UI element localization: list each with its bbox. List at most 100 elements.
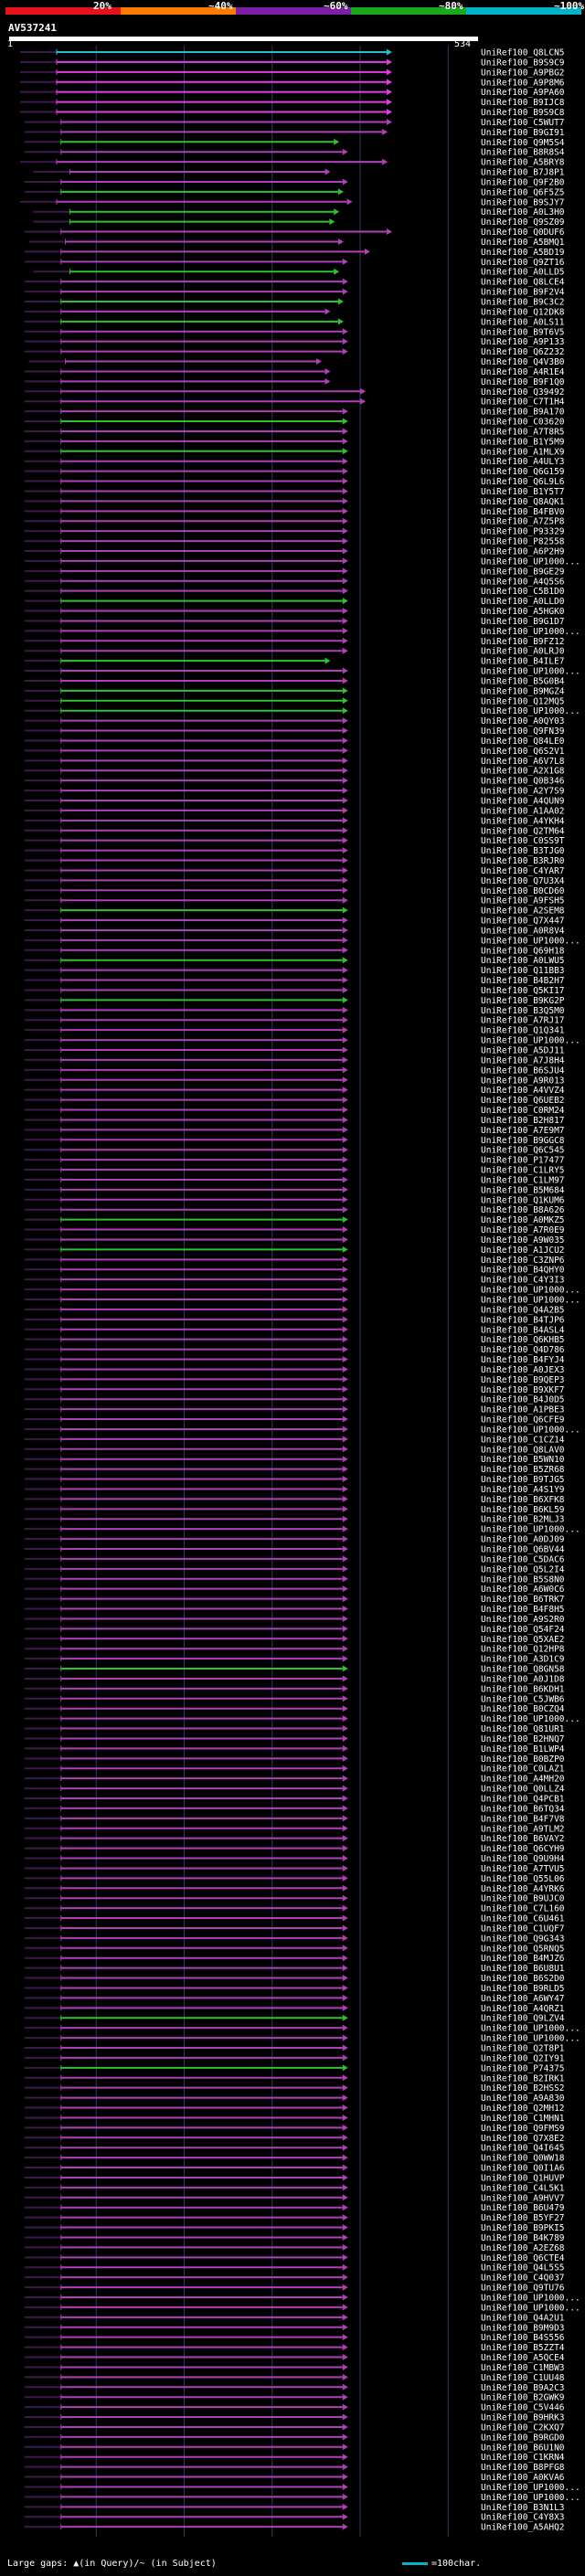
hit-label[interactable]: UniRef100_UP1000... <box>481 2034 580 2044</box>
hit-label[interactable]: UniRef100_B9S9C9 <box>481 58 565 68</box>
hit-label[interactable]: UniRef100_B2GWK9 <box>481 2393 565 2403</box>
hit-label[interactable]: UniRef100_B9GGC8 <box>481 1136 565 1146</box>
hit-label[interactable]: UniRef100_C4YAR7 <box>481 866 565 876</box>
hit-label[interactable]: UniRef100_UP1000... <box>481 2294 580 2304</box>
hit-label[interactable]: UniRef100_B4J0D5 <box>481 1395 565 1405</box>
hit-label[interactable]: UniRef100_B9A170 <box>481 408 565 418</box>
hit-label[interactable]: UniRef100_B5ZR68 <box>481 1465 565 1475</box>
hit-label[interactable]: UniRef100_A4VVZ4 <box>481 1086 565 1096</box>
hit-label[interactable]: UniRef100_Q0I1A6 <box>481 2164 565 2174</box>
hit-label[interactable]: UniRef100_Q6KHB5 <box>481 1335 565 1345</box>
hit-label[interactable]: UniRef100_Q5XAE2 <box>481 1635 565 1645</box>
hit-label[interactable]: UniRef100_Q12DK8 <box>481 307 565 317</box>
hit-label[interactable]: UniRef100_Q9G343 <box>481 1934 565 1944</box>
hit-label[interactable]: UniRef100_A9TLM2 <box>481 1824 565 1834</box>
hit-label[interactable]: UniRef100_C03620 <box>481 418 565 428</box>
hit-label[interactable]: UniRef100_B9MGZ4 <box>481 686 565 696</box>
hit-label[interactable]: UniRef100_C1LM97 <box>481 1175 565 1185</box>
hit-label[interactable]: UniRef100_A1PBE3 <box>481 1405 565 1415</box>
hit-label[interactable]: UniRef100_B4FYJ4 <box>481 1355 565 1365</box>
hit-label[interactable]: UniRef100_A4Q5S6 <box>481 577 565 587</box>
hit-label[interactable]: UniRef100_A1MLX9 <box>481 447 565 457</box>
hit-label[interactable]: UniRef100_B3TJG0 <box>481 846 565 856</box>
hit-label[interactable]: UniRef100_B9HRK3 <box>481 2413 565 2423</box>
hit-label[interactable]: UniRef100_C4Y3I3 <box>481 1276 565 1286</box>
hit-label[interactable]: UniRef100_UP1000... <box>481 2483 580 2493</box>
hit-label[interactable]: UniRef100_Q7X447 <box>481 917 565 927</box>
hit-label[interactable]: UniRef100_A9HVV7 <box>481 2193 565 2203</box>
hit-label[interactable]: UniRef100_C2KXQ7 <box>481 2422 565 2433</box>
hit-label[interactable]: UniRef100_B9TJG5 <box>481 1475 565 1485</box>
hit-label[interactable]: UniRef100_B2HSS2 <box>481 2083 565 2094</box>
hit-label[interactable]: UniRef100_B9XKF7 <box>481 1385 565 1395</box>
hit-label[interactable]: UniRef100_C4L5K1 <box>481 2183 565 2193</box>
hit-label[interactable]: UniRef100_Q0LLZ4 <box>481 1785 565 1795</box>
hit-label[interactable]: UniRef100_C7L160 <box>481 1904 565 1914</box>
hit-label[interactable]: UniRef100_Q6F5Z5 <box>481 187 565 197</box>
hit-label[interactable]: UniRef100_A5DJ11 <box>481 1046 565 1056</box>
hit-label[interactable]: UniRef100_A0J1D8 <box>481 1674 565 1684</box>
hit-label[interactable]: UniRef100_B6U479 <box>481 2203 565 2213</box>
hit-label[interactable]: UniRef100_Q6BV44 <box>481 1545 565 1555</box>
hit-label[interactable]: UniRef100_B6TRK7 <box>481 1595 565 1605</box>
hit-label[interactable]: UniRef100_B9UJC0 <box>481 1894 565 1904</box>
hit-label[interactable]: UniRef100_B6KL59 <box>481 1505 565 1515</box>
hit-label[interactable]: UniRef100_A4ULY3 <box>481 457 565 467</box>
hit-label[interactable]: UniRef100_Q7X8E2 <box>481 2134 565 2144</box>
hit-label[interactable]: UniRef100_C0SS9T <box>481 836 565 846</box>
hit-label[interactable]: UniRef100_UP1000... <box>481 1286 580 1296</box>
hit-label[interactable]: UniRef100_A9FSH5 <box>481 896 565 906</box>
hit-label[interactable]: UniRef100_Q8LCN5 <box>481 48 565 58</box>
hit-label[interactable]: UniRef100_C1LRY5 <box>481 1166 565 1176</box>
hit-label[interactable]: UniRef100_B9C3C2 <box>481 298 565 308</box>
hit-label[interactable]: UniRef100_Q2MH12 <box>481 2104 565 2114</box>
hit-label[interactable]: UniRef100_B9GE29 <box>481 567 565 577</box>
hit-label[interactable]: UniRef100_A5QCE4 <box>481 2353 565 2363</box>
hit-label[interactable]: UniRef100_B2MLJ3 <box>481 1515 565 1525</box>
hit-label[interactable]: UniRef100_Q4D786 <box>481 1345 565 1355</box>
hit-label[interactable]: UniRef100_Q1KUM6 <box>481 1195 565 1205</box>
hit-label[interactable]: UniRef100_Q2TM64 <box>481 826 565 836</box>
hit-label[interactable]: UniRef100_B4S556 <box>481 2333 565 2343</box>
hit-label[interactable]: UniRef100_B9F1Q0 <box>481 377 565 387</box>
hit-label[interactable]: UniRef100_B6U8U1 <box>481 1964 565 1974</box>
hit-label[interactable]: UniRef100_C1MHN1 <box>481 2114 565 2124</box>
hit-label[interactable]: UniRef100_UP1000... <box>481 1425 580 1435</box>
hit-label[interactable]: UniRef100_Q6Z232 <box>481 347 565 357</box>
hit-label[interactable]: UniRef100_A4R1E4 <box>481 367 565 377</box>
hit-label[interactable]: UniRef100_UP1000... <box>481 1525 580 1535</box>
hit-label[interactable]: UniRef100_Q6CYH9 <box>481 1844 565 1854</box>
hit-label[interactable]: UniRef100_A7RJ17 <box>481 1016 565 1026</box>
hit-label[interactable]: UniRef100_A0R8V4 <box>481 926 565 936</box>
hit-label[interactable]: UniRef100_Q9F2B0 <box>481 177 565 187</box>
hit-label[interactable]: UniRef100_B2HNQ7 <box>481 1734 565 1744</box>
hit-label[interactable]: UniRef100_B1Y5T7 <box>481 487 565 497</box>
hit-label[interactable]: UniRef100_Q9U9H4 <box>481 1854 565 1864</box>
hit-label[interactable]: UniRef100_B6TQ34 <box>481 1804 565 1814</box>
hit-label[interactable]: UniRef100_UP1000... <box>481 1036 580 1046</box>
hit-label[interactable]: UniRef100_B9RGD0 <box>481 2433 565 2443</box>
hit-label[interactable]: UniRef100_A5BD19 <box>481 248 565 258</box>
hit-label[interactable]: UniRef100_B7J8P1 <box>481 168 565 178</box>
hit-label[interactable]: UniRef100_C1MBW3 <box>481 2363 565 2373</box>
hit-label[interactable]: UniRef100_A0KVA6 <box>481 2473 565 2483</box>
hit-label[interactable]: UniRef100_A4QRZ1 <box>481 2004 565 2014</box>
hit-label[interactable]: UniRef100_B1Y5M9 <box>481 437 565 447</box>
hit-label[interactable]: UniRef100_A9R013 <box>481 1076 565 1086</box>
hit-label[interactable]: UniRef100_Q4PCB1 <box>481 1795 565 1805</box>
hit-label[interactable]: UniRef100_Q9FMS9 <box>481 2124 565 2134</box>
hit-label[interactable]: UniRef100_C6U461 <box>481 1914 565 1924</box>
hit-label[interactable]: UniRef100_A0DJ09 <box>481 1535 565 1545</box>
hit-label[interactable]: UniRef100_UP1000... <box>481 706 580 716</box>
hit-label[interactable]: UniRef100_A0MKZ5 <box>481 1215 565 1225</box>
hit-label[interactable]: UniRef100_A0LLD0 <box>481 597 565 607</box>
hit-label[interactable]: UniRef100_UP1000... <box>481 2303 580 2313</box>
hit-label[interactable]: UniRef100_C5V446 <box>481 2403 565 2413</box>
hit-label[interactable]: UniRef100_A9W035 <box>481 1235 565 1246</box>
hit-label[interactable]: UniRef100_Q9LZV4 <box>481 2014 565 2024</box>
hit-label[interactable]: UniRef100_Q4A2B5 <box>481 1305 565 1315</box>
hit-label[interactable]: UniRef100_A2Y7S9 <box>481 787 565 797</box>
hit-label[interactable]: UniRef100_A0LS11 <box>481 317 565 327</box>
hit-label[interactable]: UniRef100_A7T8R5 <box>481 427 565 437</box>
hit-label[interactable]: UniRef100_Q69H18 <box>481 946 565 956</box>
